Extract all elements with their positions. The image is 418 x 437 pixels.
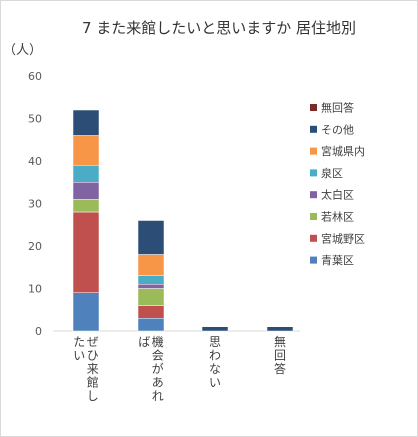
category-label-char: い	[209, 376, 221, 390]
bar-segment	[137, 254, 165, 276]
y-tick-label: 20	[28, 240, 42, 253]
y-tick-label: 60	[28, 70, 42, 83]
legend-label: 宮城野区	[321, 231, 365, 245]
legend-swatch	[310, 147, 317, 155]
bar-segment	[72, 109, 100, 136]
y-tick-label: 50	[28, 113, 42, 126]
y-tick-label: 30	[28, 198, 42, 211]
bar-segment	[72, 182, 100, 200]
legend-label: 太白区	[321, 188, 354, 202]
bar-segment	[137, 318, 165, 332]
category-label-char: が	[152, 361, 164, 376]
category-label-char: 館	[87, 375, 99, 390]
category-label-char: ぜ	[87, 335, 99, 349]
bar-segment	[137, 275, 165, 285]
bar-segment	[72, 165, 100, 183]
legend-swatch	[310, 213, 317, 220]
category-label-char: い	[73, 349, 85, 363]
bar-segment	[72, 292, 100, 332]
legend-swatch	[310, 256, 317, 264]
category-label-char: た	[73, 335, 85, 349]
legend-swatch	[310, 125, 317, 133]
bar-segment	[72, 135, 100, 166]
category-label-char: 回	[274, 349, 286, 363]
y-axis-unit-label: （人）	[3, 43, 42, 58]
legend-swatch	[310, 104, 317, 111]
category-label-char: 機	[152, 334, 164, 349]
category-label: 無回答	[274, 334, 286, 376]
bar-segment	[266, 326, 294, 332]
category-label-char: な	[209, 362, 221, 376]
legend-swatch	[310, 234, 317, 242]
legend-label: その他	[321, 123, 354, 136]
y-tick-label: 40	[28, 155, 42, 168]
bars	[72, 109, 294, 332]
category-label-char: ば	[138, 335, 150, 349]
legend-label: 若林区	[321, 210, 354, 224]
category-label-char: 来	[87, 362, 99, 376]
bar-segment	[137, 305, 165, 319]
category-label-char: ひ	[87, 349, 99, 363]
bar-segment	[72, 211, 100, 293]
legend-label: 泉区	[321, 166, 343, 180]
legend-label: 無回答	[321, 101, 354, 115]
legend-swatch	[310, 169, 317, 177]
bar-segment	[201, 326, 229, 332]
bar-segment	[72, 199, 100, 213]
category-label-char: 無	[274, 334, 286, 349]
category-label-char: 会	[152, 349, 164, 363]
legend-label: 青葉区	[321, 253, 354, 267]
category-label-char: 答	[274, 361, 286, 376]
category-label-char: わ	[209, 349, 221, 363]
category-label-char: 思	[209, 335, 221, 349]
bar-segment	[137, 284, 165, 289]
category-label-char: れ	[152, 389, 164, 403]
legend-label: 宮城県内	[321, 144, 365, 158]
bar-segment	[137, 288, 165, 306]
y-tick-label: 0	[35, 325, 42, 338]
y-tick-label: 10	[28, 283, 42, 296]
category-label-char: し	[87, 389, 99, 403]
bar-segment	[137, 220, 165, 255]
category-label-char: あ	[152, 376, 164, 390]
legend-swatch	[310, 191, 317, 199]
chart-title: 7 また来館したいと思いますか 居住地別	[82, 19, 356, 37]
